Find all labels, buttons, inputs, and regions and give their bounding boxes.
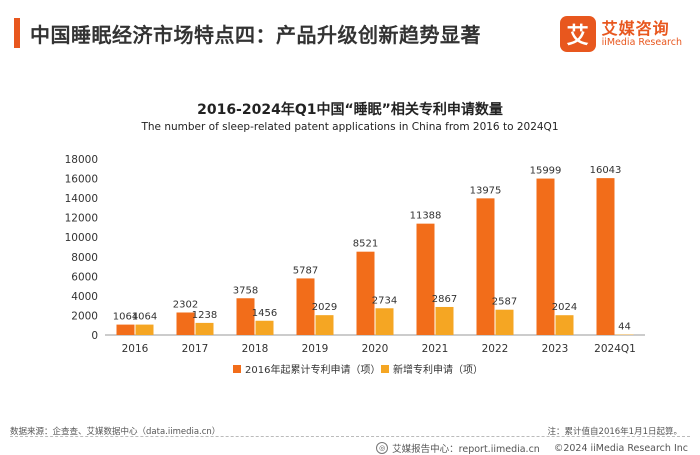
y-tick-label: 12000 [65,213,98,225]
legend-label: 2016年起累计专利申请（项） [245,363,380,376]
y-tick-label: 0 [91,330,98,342]
y-tick-label: 10000 [65,232,98,244]
bar-new [435,306,454,335]
copyright: ©2024 iiMedia Research Inc [553,442,688,454]
data-label-cumulative: 1064 [113,312,138,323]
data-label-new: 1456 [252,308,277,319]
bar-cumulative [116,324,135,335]
x-tick-label: 2019 [302,343,329,355]
data-label-new: 2867 [432,294,457,305]
y-tick-label: 2000 [71,310,98,322]
legend-swatch [233,365,241,373]
bar-new [255,320,274,335]
logo-mark: 艾 [559,16,596,52]
report-center-link[interactable]: 艾媒报告中心：report.iimedia.cn [392,444,540,455]
title-accent-bar [14,18,20,48]
bar-cumulative [536,178,555,335]
footer-divider [10,436,690,437]
data-label-new: 44 [618,322,631,333]
data-label-cumulative: 2302 [173,299,198,310]
data-label-cumulative: 16043 [590,165,622,176]
data-label-new: 2587 [492,297,517,308]
bar-cumulative [236,298,255,335]
bar-new [315,315,334,335]
y-tick-label: 8000 [71,252,98,264]
x-tick-label: 2021 [422,343,449,355]
x-tick-label: 2020 [362,343,389,355]
bar-cumulative [596,178,615,335]
x-tick-label: 2017 [182,343,209,355]
bar-cumulative [296,278,315,335]
logo-name-en: iiMedia Research [601,36,682,48]
data-label-new: 1238 [192,310,217,321]
footnote: 注：累计值自2016年1月1日起算。 [547,427,682,437]
chart-subtitle: The number of sleep-related patent appli… [141,121,559,133]
x-tick-label: 2023 [542,343,569,355]
data-label-cumulative: 8521 [353,239,378,250]
page-title: 中国睡眠经济市场特点四：产品升级创新趋势显著 [30,23,481,47]
y-tick-label: 4000 [71,291,98,303]
bar-new [195,322,214,335]
report-center-icon: ◎ [376,442,389,454]
data-label-new: 2029 [312,302,337,313]
data-label-cumulative: 11388 [410,211,442,222]
y-tick-label: 14000 [65,193,98,205]
legend-label: 新增专利申请（项） [393,363,483,376]
bar-new [495,309,514,335]
data-label-cumulative: 3758 [233,285,258,296]
data-label-cumulative: 15999 [530,166,562,177]
data-label-new: 2024 [552,302,577,313]
data-label-cumulative: 13975 [470,185,502,196]
y-tick-label: 6000 [71,271,98,283]
x-tick-label: 2024Q1 [594,343,636,355]
x-tick-label: 2016 [122,343,149,355]
x-tick-label: 2022 [482,343,509,355]
data-label-new: 2734 [372,295,397,306]
y-tick-label: 16000 [65,174,98,186]
x-tick-label: 2018 [242,343,269,355]
data-label-cumulative: 5787 [293,265,318,276]
bar-cumulative [476,198,495,335]
bar-cumulative [176,312,195,335]
bar-new [375,308,394,335]
brand-logo: 艾 艾媒咨询 iiMedia Research [559,14,682,54]
bar-cumulative [356,251,375,335]
legend-swatch [381,365,389,373]
bar-cumulative [416,223,435,335]
bar-new [135,324,154,335]
bar-new [555,315,574,335]
logo-name-cn: 艾媒咨询 [601,18,670,38]
y-tick-label: 18000 [65,154,98,166]
chart-title: 2016-2024年Q1中国“睡眠”相关专利申请数量 [197,102,503,118]
footer-credits: ◎ 艾媒报告中心：report.iimedia.cn ©2024 iiMedia… [376,441,688,455]
data-label-new: 1064 [132,312,157,323]
data-source: 数据来源：企查查、艾媒数据中心（data.iimedia.cn） [10,427,221,437]
